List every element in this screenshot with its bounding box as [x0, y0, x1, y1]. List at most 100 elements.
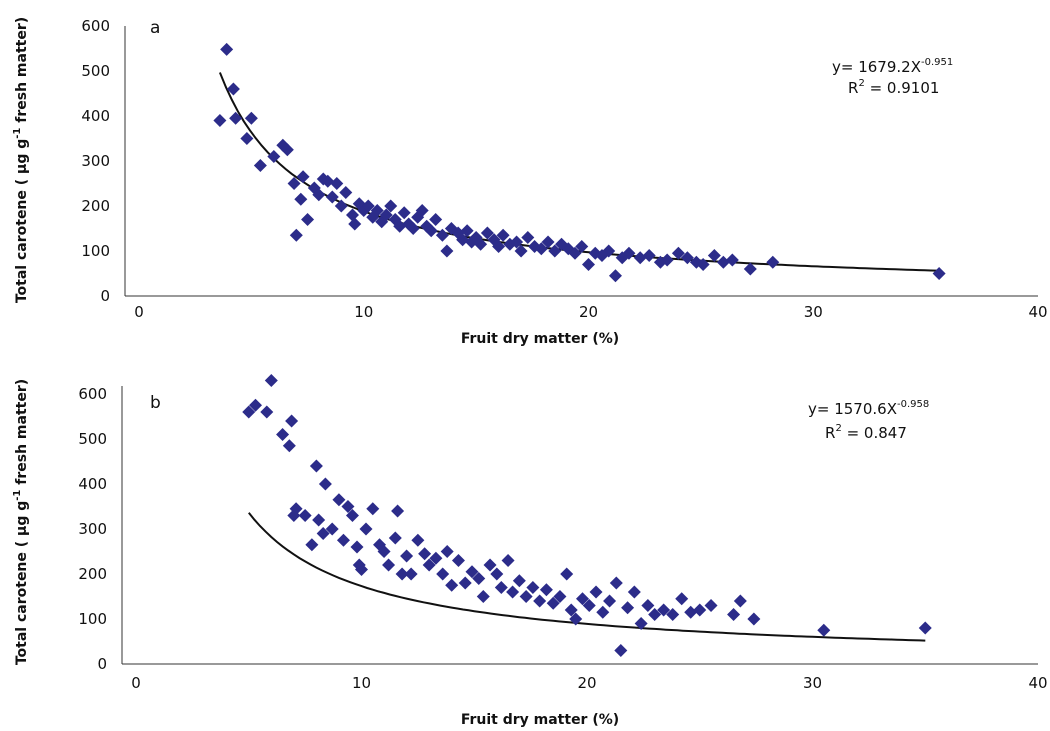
panel-a-equation: y= 1679.2X-0.951 [832, 57, 953, 76]
panel-b-trendline [248, 512, 926, 642]
data-point [627, 585, 641, 599]
data-point [725, 253, 739, 267]
data-point [501, 554, 515, 567]
data-point [418, 547, 432, 561]
data-point [325, 522, 339, 536]
data-point [743, 262, 757, 276]
data-point [298, 509, 312, 522]
data-point [345, 509, 359, 522]
x-tick-label: 30 [803, 674, 822, 692]
data-point [716, 255, 730, 269]
panel-a-r-squared-sup: 2 [858, 78, 864, 89]
data-point [436, 567, 450, 581]
panel-b-x-axis-title: Fruit dry matter (%) [461, 712, 619, 728]
data-point [242, 405, 256, 419]
y-tick-label: 300 [81, 152, 110, 170]
x-tick-label: 10 [354, 303, 373, 321]
data-point [404, 567, 418, 581]
x-tick-label: 30 [804, 303, 823, 321]
panel-b-r-squared-sup: 2 [835, 423, 841, 434]
data-point [539, 583, 553, 597]
data-point [350, 540, 364, 554]
data-point [400, 549, 414, 563]
data-point [355, 563, 368, 576]
data-point [696, 258, 710, 271]
data-point [680, 251, 694, 265]
data-point [289, 228, 303, 242]
data-point [707, 249, 721, 262]
data-point [406, 222, 420, 235]
y-tick-label: 100 [78, 610, 107, 628]
x-tick-label: 0 [134, 303, 144, 321]
data-point [282, 439, 296, 453]
data-point [280, 143, 294, 157]
panel-b-y-axis-title: Total carotene ( µg g-1 fresh matter) [12, 379, 30, 665]
data-point [422, 558, 436, 572]
data-point [657, 603, 671, 617]
data-point [336, 533, 350, 547]
y-tick-label: 300 [78, 520, 107, 538]
panel-b-y-axis-title-sup: -1 [12, 490, 23, 501]
panel-a-trendline [218, 72, 937, 272]
data-point [309, 459, 323, 473]
data-point [440, 545, 454, 558]
data-point [318, 477, 332, 491]
y-tick-label: 0 [97, 655, 107, 673]
y-tick-label: 200 [78, 565, 107, 583]
panel-b: b Fruit dry matter (%) Total carotene ( … [12, 374, 1048, 728]
data-point [766, 255, 780, 269]
panel-a-equation-main: y= 1679.2X [832, 58, 921, 76]
data-point [641, 599, 655, 612]
panel-a-r-squared: R2 = 0.9101 [848, 78, 939, 97]
panel-a-x-axis-title: Fruit dry matter (%) [461, 331, 619, 347]
data-point [458, 576, 472, 590]
panel-b-r-squared-prefix: R [825, 424, 835, 442]
panel-a-y-axis-title-sup: -1 [12, 128, 23, 139]
data-point [510, 235, 524, 249]
data-point [301, 213, 315, 226]
data-point [361, 199, 375, 213]
panel-a-r-squared-value: = 0.9101 [865, 79, 940, 97]
data-point [289, 502, 303, 516]
data-point [346, 208, 360, 222]
panel-a-y-axis-title: Total carotene ( µg g-1 fresh matter) [12, 17, 30, 303]
data-point [382, 558, 396, 572]
data-point [492, 240, 506, 253]
data-point [393, 219, 407, 233]
data-point [366, 502, 380, 516]
data-point [285, 414, 299, 428]
data-point [294, 192, 308, 206]
data-point [334, 199, 348, 213]
y-tick-label: 0 [100, 287, 110, 305]
data-point [553, 590, 567, 603]
data-point [445, 578, 459, 592]
y-tick-label: 200 [81, 197, 110, 215]
data-point [560, 567, 574, 581]
x-tick-label: 10 [352, 674, 371, 692]
data-point [633, 251, 647, 265]
data-point [596, 605, 610, 619]
y-tick-label: 400 [81, 107, 110, 125]
data-point [305, 538, 319, 552]
data-point [397, 206, 411, 220]
data-point [514, 244, 528, 258]
data-point [435, 228, 449, 242]
data-point [602, 244, 616, 258]
x-tick-label: 20 [577, 674, 596, 692]
data-point [490, 567, 504, 581]
data-point [229, 111, 243, 125]
data-point [747, 612, 761, 626]
data-point [472, 572, 486, 585]
data-point [359, 522, 373, 536]
data-point [264, 374, 278, 387]
panel-b-r-squared-value: = 0.847 [842, 424, 907, 442]
y-tick-label: 500 [81, 62, 110, 80]
data-point [379, 208, 393, 222]
data-point [603, 594, 617, 608]
data-point [733, 594, 747, 608]
data-point [267, 150, 281, 163]
panel-a-equation-exponent: -0.951 [921, 57, 953, 68]
panel-b-equation-exponent: -0.958 [897, 399, 929, 410]
panel-b-equation: y= 1570.6X-0.958 [808, 399, 929, 418]
data-point [312, 188, 326, 202]
